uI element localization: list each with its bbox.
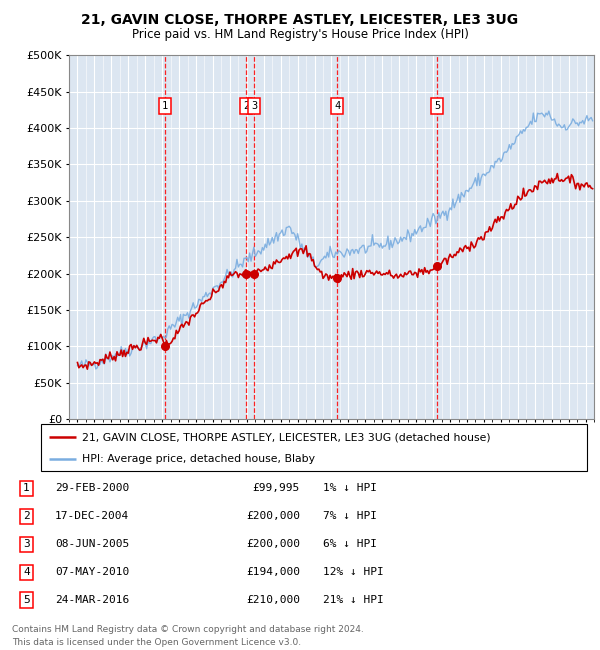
Text: HPI: Average price, detached house, Blaby: HPI: Average price, detached house, Blab… bbox=[82, 454, 315, 463]
Text: 12% ↓ HPI: 12% ↓ HPI bbox=[323, 567, 384, 577]
Text: 21, GAVIN CLOSE, THORPE ASTLEY, LEICESTER, LE3 3UG (detached house): 21, GAVIN CLOSE, THORPE ASTLEY, LEICESTE… bbox=[82, 432, 490, 442]
Text: 1: 1 bbox=[23, 484, 30, 493]
Text: 2: 2 bbox=[23, 512, 30, 521]
Text: 5: 5 bbox=[23, 595, 30, 605]
Text: 3: 3 bbox=[251, 101, 257, 111]
Text: 24-MAR-2016: 24-MAR-2016 bbox=[55, 595, 130, 605]
Text: £194,000: £194,000 bbox=[246, 567, 300, 577]
Text: 5: 5 bbox=[434, 101, 440, 111]
Text: £200,000: £200,000 bbox=[246, 512, 300, 521]
Text: 4: 4 bbox=[334, 101, 341, 111]
Text: 2: 2 bbox=[243, 101, 249, 111]
Text: 1: 1 bbox=[162, 101, 168, 111]
Text: 07-MAY-2010: 07-MAY-2010 bbox=[55, 567, 130, 577]
Text: 21% ↓ HPI: 21% ↓ HPI bbox=[323, 595, 384, 605]
Text: 4: 4 bbox=[23, 567, 30, 577]
Text: Contains HM Land Registry data © Crown copyright and database right 2024.: Contains HM Land Registry data © Crown c… bbox=[12, 625, 364, 634]
Text: 08-JUN-2005: 08-JUN-2005 bbox=[55, 540, 130, 549]
Text: 1% ↓ HPI: 1% ↓ HPI bbox=[323, 484, 377, 493]
Text: 21, GAVIN CLOSE, THORPE ASTLEY, LEICESTER, LE3 3UG: 21, GAVIN CLOSE, THORPE ASTLEY, LEICESTE… bbox=[82, 13, 518, 27]
Text: £99,995: £99,995 bbox=[253, 484, 300, 493]
Text: 7% ↓ HPI: 7% ↓ HPI bbox=[323, 512, 377, 521]
Text: Price paid vs. HM Land Registry's House Price Index (HPI): Price paid vs. HM Land Registry's House … bbox=[131, 28, 469, 41]
Text: This data is licensed under the Open Government Licence v3.0.: This data is licensed under the Open Gov… bbox=[12, 638, 301, 647]
Text: 6% ↓ HPI: 6% ↓ HPI bbox=[323, 540, 377, 549]
Text: 3: 3 bbox=[23, 540, 30, 549]
FancyBboxPatch shape bbox=[41, 424, 587, 471]
Text: 17-DEC-2004: 17-DEC-2004 bbox=[55, 512, 130, 521]
Text: 29-FEB-2000: 29-FEB-2000 bbox=[55, 484, 130, 493]
Text: £200,000: £200,000 bbox=[246, 540, 300, 549]
Text: £210,000: £210,000 bbox=[246, 595, 300, 605]
